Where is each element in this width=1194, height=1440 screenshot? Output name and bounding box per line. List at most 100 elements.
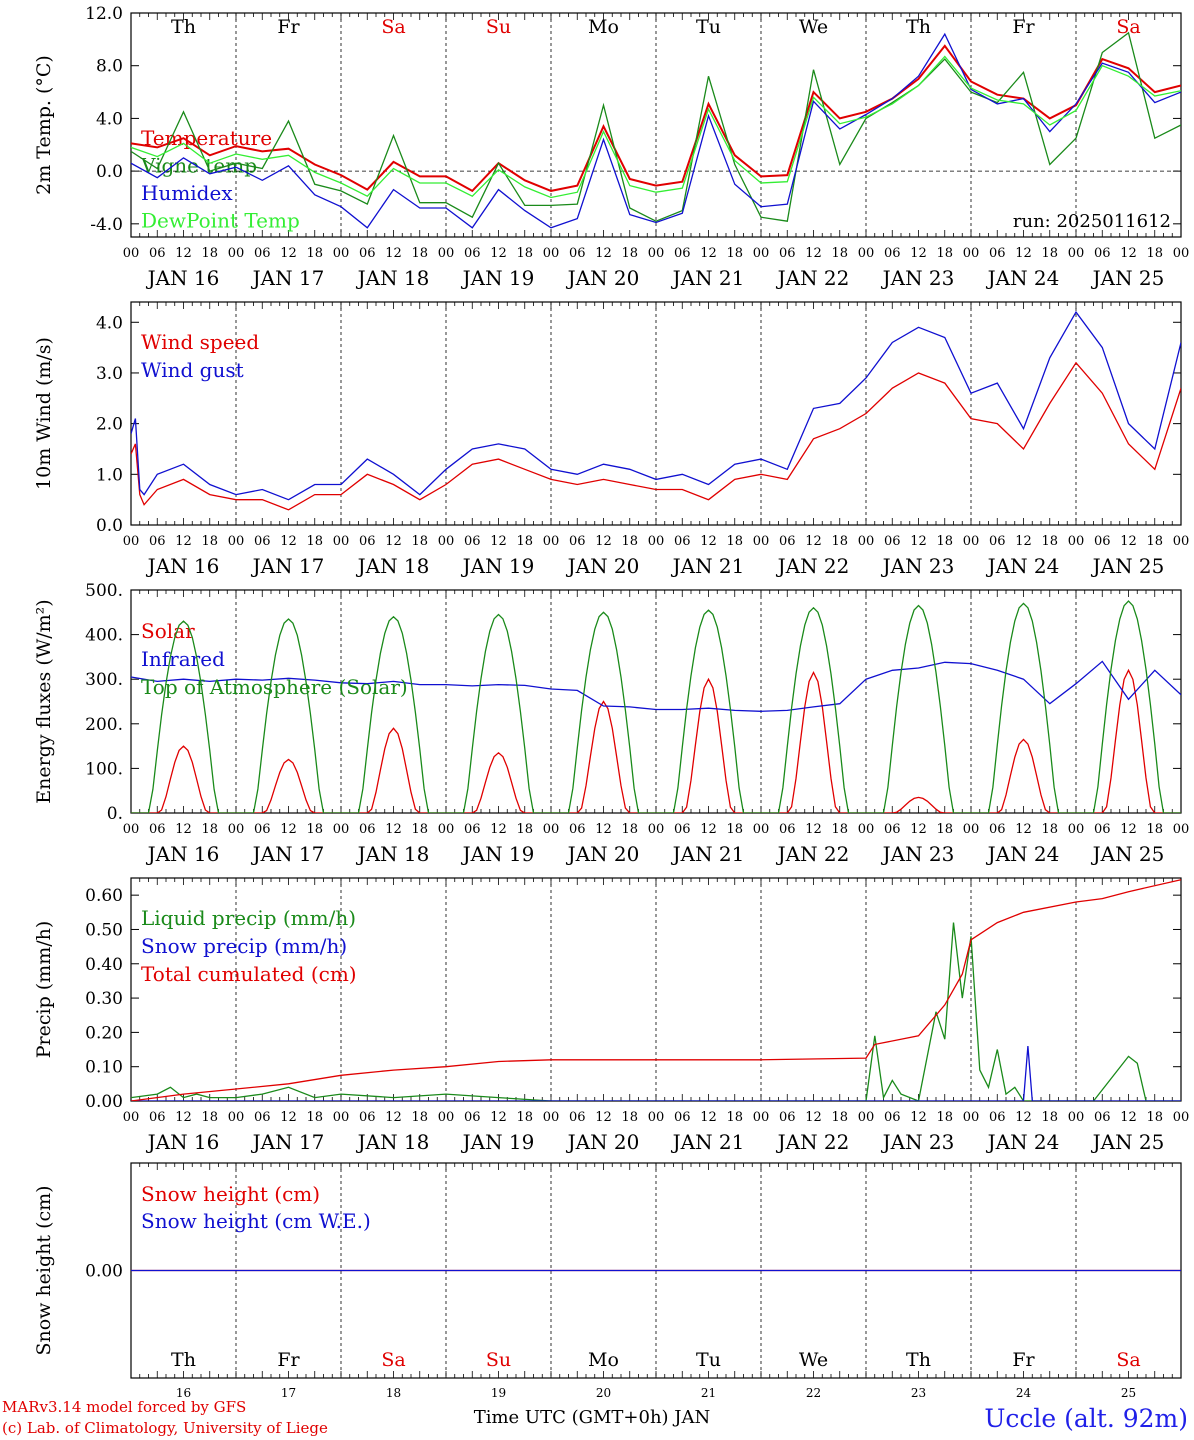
hour-tick-label: 18 <box>201 822 218 837</box>
date-label: JAN 19 <box>461 1130 535 1154</box>
hour-tick-label: 06 <box>359 534 376 549</box>
y-axis-label: Energy fluxes (W/m²) <box>33 599 55 803</box>
day-of-week-label: Th <box>171 16 196 38</box>
hour-tick-label: 06 <box>1094 1110 1111 1125</box>
hour-tick-label: 06 <box>779 1110 796 1125</box>
hour-tick-label: 00 <box>1068 1110 1085 1125</box>
y-tick-label: -4.0 <box>90 215 123 235</box>
y-axis-label: 2m Temp. (°C) <box>33 55 55 195</box>
hour-tick-label: 00 <box>333 822 350 837</box>
hour-tick-label: 06 <box>464 534 481 549</box>
panel-3: 0. 100. 200. 300. 400. 500. Energy fluxes (W/m… <box>33 581 1189 866</box>
panels: -4.0 0.0 4.0 8.0 12.0 2m Temp. (°C) 00 06 12 18 JA… <box>33 4 1189 1400</box>
date-label: JAN 25 <box>1091 1130 1165 1154</box>
series-line-total-cumulated-cm <box>131 879 1181 1101</box>
series-line-humidex <box>131 32 1181 229</box>
hour-tick-label: 12 <box>910 246 927 261</box>
day-of-week-label: Sa <box>381 1349 405 1371</box>
hour-tick-label: 18 <box>1041 822 1058 837</box>
hour-tick-label: 06 <box>1094 246 1111 261</box>
hour-tick-label: 12 <box>595 246 612 261</box>
hour-tick-label: 06 <box>674 534 691 549</box>
hour-tick-label: 06 <box>149 534 166 549</box>
hour-tick-label: 18 <box>726 534 743 549</box>
hour-tick-label: 12 <box>910 534 927 549</box>
series-line-vigne-temp <box>131 31 1181 222</box>
date-label: JAN 22 <box>776 554 850 578</box>
hour-tick-label: 18 <box>516 534 533 549</box>
hour-tick-label: 12 <box>700 822 717 837</box>
y-tick-label: 2.0 <box>96 415 123 435</box>
hour-tick-label: 18 <box>411 246 428 261</box>
hour-tick-label: 12 <box>490 1110 507 1125</box>
panel-5: 0.00 Snow height (cm) Snow height (cm) Snow… <box>33 1162 1182 1400</box>
date-label: JAN 16 <box>146 1130 220 1154</box>
hour-tick-label: 18 <box>201 246 218 261</box>
day-number-label: 23 <box>911 1386 926 1400</box>
hour-tick-label: 18 <box>411 822 428 837</box>
date-label: JAN 20 <box>566 842 640 866</box>
hour-tick-label: 06 <box>779 822 796 837</box>
series-line-temperature <box>131 44 1181 193</box>
hour-tick-label: 06 <box>674 246 691 261</box>
date-label: JAN 19 <box>461 554 535 578</box>
y-tick-label: 500. <box>85 581 123 601</box>
hour-tick-label: 00 <box>543 1110 560 1125</box>
hour-tick-label: 18 <box>621 246 638 261</box>
date-label: JAN 25 <box>1091 554 1165 578</box>
date-label: JAN 17 <box>251 842 325 866</box>
date-label: JAN 25 <box>1091 266 1165 290</box>
y-tick-label: 4.0 <box>96 109 123 129</box>
date-label: JAN 22 <box>776 266 850 290</box>
y-tick-label: 0.50 <box>85 920 123 940</box>
date-label: JAN 24 <box>986 842 1060 866</box>
day-number-label: 21 <box>701 1386 716 1400</box>
hour-tick-label: 06 <box>359 822 376 837</box>
y-axis-label: Precip (mm/h) <box>33 921 55 1059</box>
date-label: JAN 16 <box>146 842 220 866</box>
y-tick-label: 0.10 <box>85 1058 123 1078</box>
day-of-week-label: Su <box>486 1349 511 1371</box>
day-number-label: 20 <box>596 1386 611 1400</box>
hour-tick-label: 00 <box>648 246 665 261</box>
hour-tick-label: 12 <box>1015 1110 1032 1125</box>
legend-entry: Wind gust <box>141 358 244 382</box>
legend-entry: Total cumulated (cm) <box>141 962 357 986</box>
series-line-wind-gust <box>131 310 1181 501</box>
day-number-label: 18 <box>386 1386 401 1400</box>
legend-entry: Top of Atmosphere (Solar) <box>141 675 408 699</box>
date-label: JAN 17 <box>251 554 325 578</box>
hour-tick-label: 18 <box>1146 534 1163 549</box>
date-label: JAN 19 <box>461 266 535 290</box>
hour-tick-label: 06 <box>464 246 481 261</box>
series-line-dewpoint-temp <box>131 55 1181 199</box>
hour-tick-label: 06 <box>149 246 166 261</box>
y-tick-label: 0.0 <box>96 516 123 536</box>
hour-tick-label: 00 <box>963 246 980 261</box>
panel-2: 0.0 1.0 2.0 3.0 4.0 10m Wind (m/s) 00 06 12 18 JAN… <box>33 301 1189 578</box>
hour-tick-label: 12 <box>385 534 402 549</box>
y-tick-label: 8.0 <box>96 57 123 77</box>
hour-tick-label: 00 <box>543 246 560 261</box>
day-number-label: 24 <box>1016 1386 1032 1400</box>
hour-tick-label: 12 <box>1120 822 1137 837</box>
hour-tick-label: 18 <box>831 1110 848 1125</box>
day-of-week-label: We <box>799 1349 828 1371</box>
hour-tick-label: 18 <box>726 246 743 261</box>
hour-tick-label: 06 <box>674 1110 691 1125</box>
hour-tick-label: 18 <box>411 534 428 549</box>
hour-tick-label: 06 <box>1094 822 1111 837</box>
hour-tick-label: 00 <box>543 822 560 837</box>
hour-tick-label: 00 <box>123 246 140 261</box>
legend-entry: Snow precip (mm/h) <box>141 934 347 958</box>
hour-tick-label: 00 <box>123 534 140 549</box>
footer: MARv3.14 model forced by GFS (c) Lab. of… <box>2 1398 1188 1437</box>
date-label: JAN 18 <box>356 554 430 578</box>
date-label: JAN 20 <box>566 1130 640 1154</box>
day-of-week-label: Sa <box>381 16 405 38</box>
hour-tick-label: 06 <box>884 534 901 549</box>
date-label: JAN 22 <box>776 842 850 866</box>
hour-tick-label: 12 <box>595 822 612 837</box>
y-tick-label: 400. <box>85 626 123 646</box>
